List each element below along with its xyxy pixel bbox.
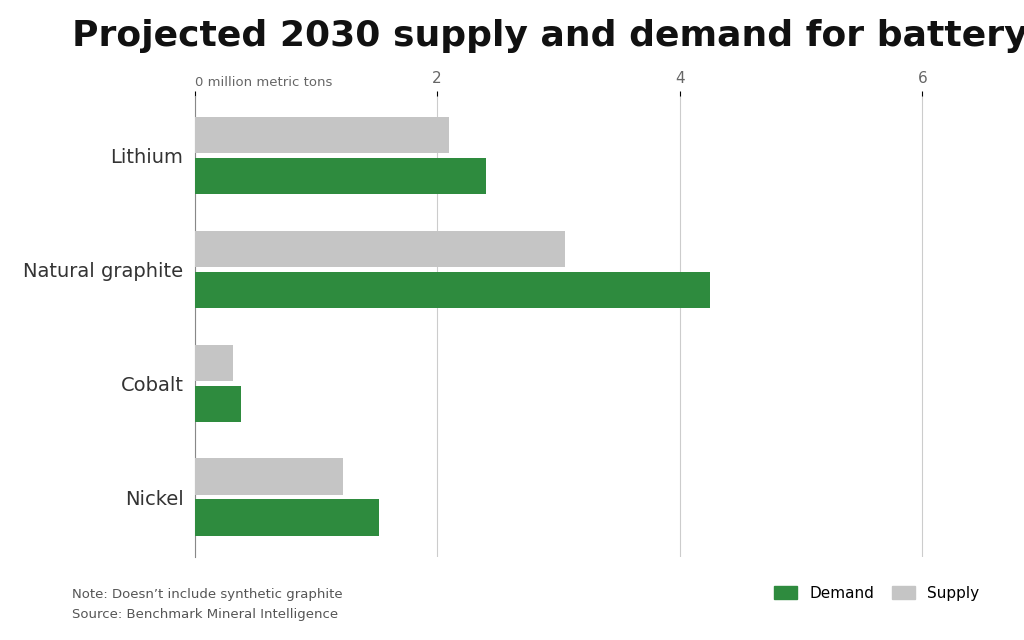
Text: Note: Doesn’t include synthetic graphite
Source: Benchmark Mineral Intelligence: Note: Doesn’t include synthetic graphite… <box>72 588 342 621</box>
Bar <box>195 231 564 268</box>
Bar <box>195 458 343 495</box>
Bar <box>195 158 485 195</box>
Bar <box>195 385 241 422</box>
Legend: Demand, Supply: Demand, Supply <box>768 579 986 607</box>
Text: 0 million metric tons: 0 million metric tons <box>195 76 332 89</box>
Bar <box>195 499 379 536</box>
Bar <box>195 117 450 154</box>
Text: Projected 2030 supply and demand for battery materials: Projected 2030 supply and demand for bat… <box>72 19 1024 53</box>
Bar <box>195 272 710 308</box>
Bar <box>195 344 233 381</box>
